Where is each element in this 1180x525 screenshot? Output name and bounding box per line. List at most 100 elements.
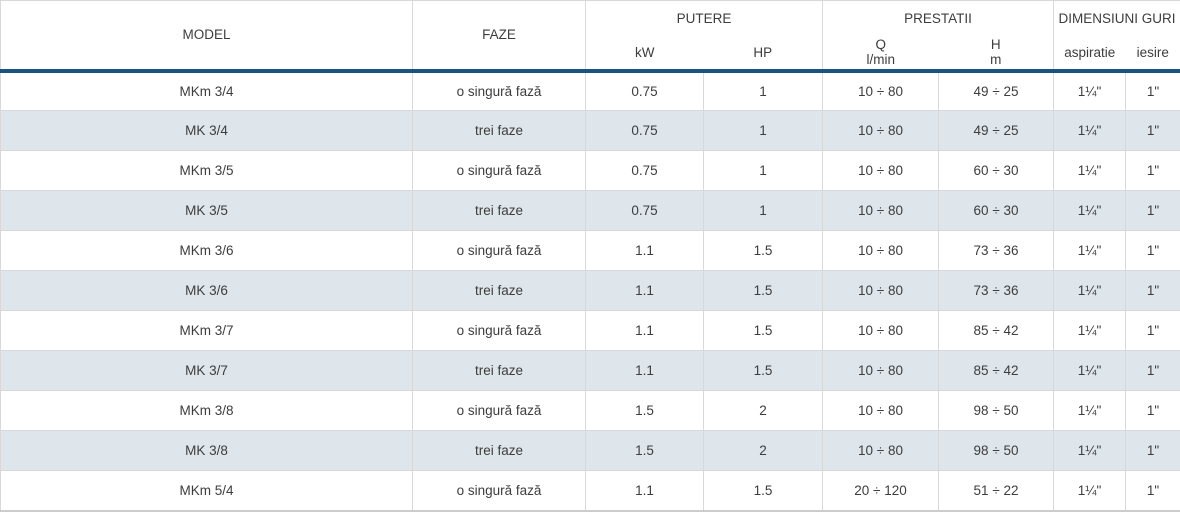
cell-faze: trei faze	[412, 430, 586, 471]
cell-hp: 1	[702, 110, 823, 151]
cell-faze: o singură fază	[412, 390, 586, 431]
cell-hp: 1.5	[702, 310, 823, 351]
cell-q: 10 ÷ 80	[822, 390, 939, 431]
table-row: MK 3/5 trei faze 0.75 1 10 ÷ 80 60 ÷ 30 1¼" 1"	[0, 190, 1180, 231]
table-row: MKm 5/4 o singură fază 1.1 1.5 20 ÷ 120 51 ÷ …	[0, 470, 1180, 511]
col-header-aspiratie: aspiratie	[1053, 35, 1126, 73]
cell-model: MKm 3/7	[0, 310, 413, 351]
cell-model: MK 3/8	[0, 430, 413, 471]
cell-hp: 2	[702, 430, 823, 471]
cell-q: 10 ÷ 80	[822, 70, 939, 111]
cell-h: 49 ÷ 25	[938, 70, 1054, 111]
cell-faze: o singură fază	[412, 310, 586, 351]
cell-iesire: 1"	[1125, 70, 1180, 111]
cell-model: MK 3/5	[0, 190, 413, 231]
col-header-model: MODEL	[0, 0, 413, 73]
cell-model: MK 3/4	[0, 110, 413, 151]
cell-iesire: 1"	[1125, 390, 1180, 431]
col-header-h-symbol: H	[990, 37, 1001, 52]
cell-h: 51 ÷ 22	[938, 470, 1054, 511]
col-header-faze: FAZE	[412, 0, 586, 73]
cell-aspiratie: 1¼"	[1053, 230, 1126, 271]
cell-faze: o singură fază	[412, 230, 586, 271]
cell-q: 10 ÷ 80	[822, 270, 939, 311]
cell-aspiratie: 1¼"	[1053, 310, 1126, 351]
cell-hp: 1	[702, 190, 823, 231]
col-header-prestatii: PRESTATII	[822, 0, 1055, 36]
cell-aspiratie: 1¼"	[1053, 470, 1126, 511]
cell-hp: 1.5	[702, 270, 823, 311]
cell-faze: trei faze	[412, 270, 586, 311]
cell-faze: trei faze	[412, 190, 586, 231]
cell-aspiratie: 1¼"	[1053, 350, 1126, 391]
cell-faze: o singură fază	[412, 70, 586, 111]
col-header-iesire: iesire	[1125, 35, 1180, 73]
cell-h: 49 ÷ 25	[938, 110, 1054, 151]
col-header-q-unit: l/min	[866, 52, 896, 67]
table-row: MKm 3/5 o singură fază 0.75 1 10 ÷ 80 60 ÷ 30…	[0, 150, 1180, 191]
table-body: MKm 3/4 o singură fază 0.75 1 10 ÷ 80 49 ÷ 25…	[0, 70, 1180, 511]
cell-hp: 1	[702, 70, 823, 111]
cell-kw: 1.1	[585, 350, 704, 391]
col-header-dimensiuni-guri: DIMENSIUNI GURI	[1053, 0, 1180, 36]
col-header-putere: PUTERE	[585, 0, 824, 36]
cell-iesire: 1"	[1125, 270, 1180, 311]
table-row: MK 3/6 trei faze 1.1 1.5 10 ÷ 80 73 ÷ 36 1¼" 1"	[0, 270, 1180, 311]
col-header-hp: HP	[703, 35, 823, 73]
cell-hp: 1.5	[702, 230, 823, 271]
cell-model: MKm 3/4	[0, 70, 413, 111]
cell-aspiratie: 1¼"	[1053, 190, 1126, 231]
cell-iesire: 1"	[1125, 230, 1180, 271]
cell-model: MKm 3/8	[0, 390, 413, 431]
cell-q: 10 ÷ 80	[822, 150, 939, 191]
cell-h: 73 ÷ 36	[938, 270, 1054, 311]
cell-iesire: 1"	[1125, 190, 1180, 231]
table-row: MK 3/8 trei faze 1.5 2 10 ÷ 80 98 ÷ 50 1¼" 1"	[0, 430, 1180, 471]
cell-model: MK 3/7	[0, 350, 413, 391]
cell-aspiratie: 1¼"	[1053, 390, 1126, 431]
table-row: MKm 3/6 o singură fază 1.1 1.5 10 ÷ 80 73 ÷ 3…	[0, 230, 1180, 271]
cell-faze: trei faze	[412, 110, 586, 151]
cell-model: MKm 5/4	[0, 470, 413, 511]
cell-kw: 1.1	[585, 230, 704, 271]
cell-q: 10 ÷ 80	[822, 430, 939, 471]
cell-hp: 1	[702, 150, 823, 191]
cell-q: 10 ÷ 80	[822, 190, 939, 231]
cell-iesire: 1"	[1125, 430, 1180, 471]
cell-kw: 1.1	[585, 270, 704, 311]
cell-model: MKm 3/5	[0, 150, 413, 191]
cell-iesire: 1"	[1125, 310, 1180, 351]
cell-hp: 2	[702, 390, 823, 431]
cell-q: 20 ÷ 120	[822, 470, 939, 511]
table-row: MKm 3/7 o singură fază 1.1 1.5 10 ÷ 80 85 ÷ 4…	[0, 310, 1180, 351]
table-row: MK 3/4 trei faze 0.75 1 10 ÷ 80 49 ÷ 25 1¼" 1"	[0, 110, 1180, 151]
cell-kw: 0.75	[585, 70, 704, 111]
cell-h: 98 ÷ 50	[938, 430, 1054, 471]
cell-kw: 1.5	[585, 390, 704, 431]
cell-kw: 1.5	[585, 430, 704, 471]
cell-kw: 0.75	[585, 190, 704, 231]
cell-h: 85 ÷ 42	[938, 310, 1054, 351]
cell-iesire: 1"	[1125, 110, 1180, 151]
cell-faze: trei faze	[412, 350, 586, 391]
cell-iesire: 1"	[1125, 470, 1180, 511]
cell-h: 98 ÷ 50	[938, 390, 1054, 431]
cell-h: 60 ÷ 30	[938, 150, 1054, 191]
cell-kw: 0.75	[585, 150, 704, 191]
col-header-kw: kW	[585, 35, 704, 73]
cell-q: 10 ÷ 80	[822, 310, 939, 351]
cell-iesire: 1"	[1125, 350, 1180, 391]
cell-h: 73 ÷ 36	[938, 230, 1054, 271]
cell-h: 60 ÷ 30	[938, 190, 1054, 231]
col-header-q-symbol: Q	[875, 37, 887, 52]
cell-q: 10 ÷ 80	[822, 110, 939, 151]
cell-aspiratie: 1¼"	[1053, 70, 1126, 111]
cell-aspiratie: 1¼"	[1053, 110, 1126, 151]
cell-faze: o singură fază	[412, 470, 586, 511]
header-sub-row: kW HP Q l/min H m aspiratie iesire	[1, 35, 1180, 73]
cell-faze: o singură fază	[412, 150, 586, 191]
cell-hp: 1.5	[702, 470, 823, 511]
cell-q: 10 ÷ 80	[822, 230, 939, 271]
cell-aspiratie: 1¼"	[1053, 150, 1126, 191]
cell-kw: 0.75	[585, 110, 704, 151]
